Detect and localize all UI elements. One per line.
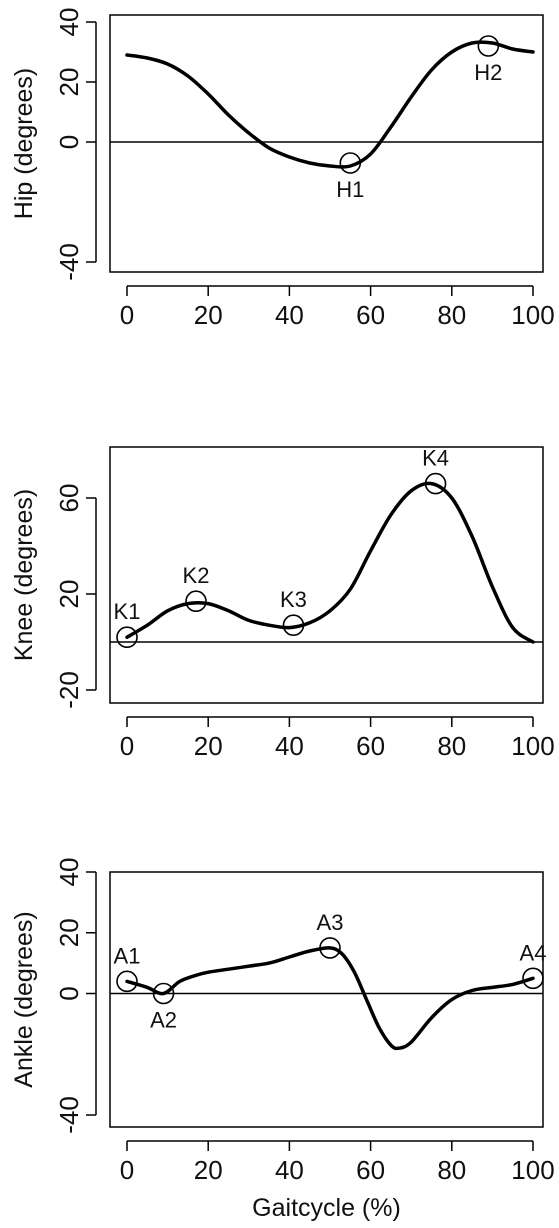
label-k1: K1 [114, 599, 141, 624]
x-tick-label: 0 [120, 731, 134, 761]
x-tick-label: 60 [356, 300, 385, 330]
y-axis-title: Ankle (degrees) [10, 911, 38, 1087]
label-k2: K2 [183, 563, 210, 588]
label-h2: H2 [474, 60, 502, 85]
marker-h2 [477, 35, 500, 57]
x-axis: 0 20 40 60 80 100 [120, 716, 555, 761]
hip-chart: 0 20 40 60 80 100 -40 0 20 40 Hip (degrees) H1 H2 [10, 8, 555, 330]
y-axis-title: Knee (degrees) [10, 489, 38, 661]
plot-frame [109, 871, 544, 1128]
marker-a4 [522, 967, 544, 990]
y-tick-label: 0 [54, 135, 84, 149]
x-tick-label: 60 [356, 731, 385, 761]
ankle-curve [125, 946, 535, 1051]
label-k4: K4 [422, 446, 449, 471]
marker-a1 [116, 970, 138, 993]
x-tick-label: 0 [120, 1155, 134, 1185]
y-axis: -40 0 20 40 [54, 8, 97, 281]
x-tick-label: 20 [194, 300, 223, 330]
x-tick-label: 60 [356, 1155, 385, 1185]
y-tick-label: 60 [54, 484, 84, 513]
y-tick-label: -40 [54, 1096, 84, 1134]
y-axis: -20 20 60 [54, 484, 97, 709]
y-tick-label: 20 [54, 580, 84, 609]
marker-h1 [339, 152, 362, 174]
y-tick-label: 20 [54, 68, 84, 97]
x-tick-label: 40 [275, 300, 304, 330]
label-a4: A4 [520, 940, 547, 965]
plot-frame [109, 446, 544, 704]
marker-k1 [116, 626, 138, 649]
ankle-chart: 0 20 40 60 80 100 -40 0 20 40 Ankle (degrees) Gaitc… [10, 858, 555, 1222]
marker-a3 [319, 937, 341, 959]
y-tick-label: 40 [54, 858, 84, 887]
x-tick-label: 0 [120, 300, 134, 330]
x-axis-title: Gaitcycle (%) [252, 1194, 401, 1222]
label-a2: A2 [150, 1008, 177, 1033]
x-tick-label: 20 [194, 1155, 223, 1185]
y-axis: -40 0 20 40 [54, 858, 97, 1134]
y-tick-label: 20 [54, 918, 84, 947]
y-axis-title: Hip (degrees) [10, 68, 38, 219]
x-tick-label: 80 [437, 300, 466, 330]
label-a1: A1 [114, 943, 141, 968]
plot-frame [109, 14, 544, 273]
x-axis: 0 20 40 60 80 100 [120, 285, 555, 330]
x-tick-label: 80 [437, 731, 466, 761]
x-tick-label: 40 [275, 731, 304, 761]
x-tick-label: 100 [511, 1155, 554, 1185]
y-tick-label: 0 [54, 986, 84, 1000]
y-tick-label: 40 [54, 8, 84, 37]
label-a3: A3 [317, 910, 344, 935]
marker-k4 [424, 472, 447, 495]
x-tick-label: 100 [511, 731, 554, 761]
x-tick-label: 40 [275, 1155, 304, 1185]
marker-k2 [185, 590, 207, 613]
x-tick-label: 80 [437, 1155, 466, 1185]
label-k3: K3 [280, 587, 307, 612]
y-tick-label: -20 [54, 671, 84, 709]
x-axis: 0 20 40 60 80 100 [120, 1140, 555, 1185]
knee-chart: 0 20 40 60 80 100 -20 20 60 Knee (degrees) K1 K2 K3 K… [10, 446, 555, 761]
marker-a2 [152, 982, 175, 1005]
x-tick-label: 20 [194, 731, 223, 761]
label-h1: H1 [336, 177, 364, 202]
marker-k3 [282, 614, 305, 637]
knee-curve [125, 481, 535, 644]
x-tick-label: 100 [511, 300, 554, 330]
y-tick-label: -40 [54, 243, 84, 281]
hip-curve [125, 40, 535, 169]
